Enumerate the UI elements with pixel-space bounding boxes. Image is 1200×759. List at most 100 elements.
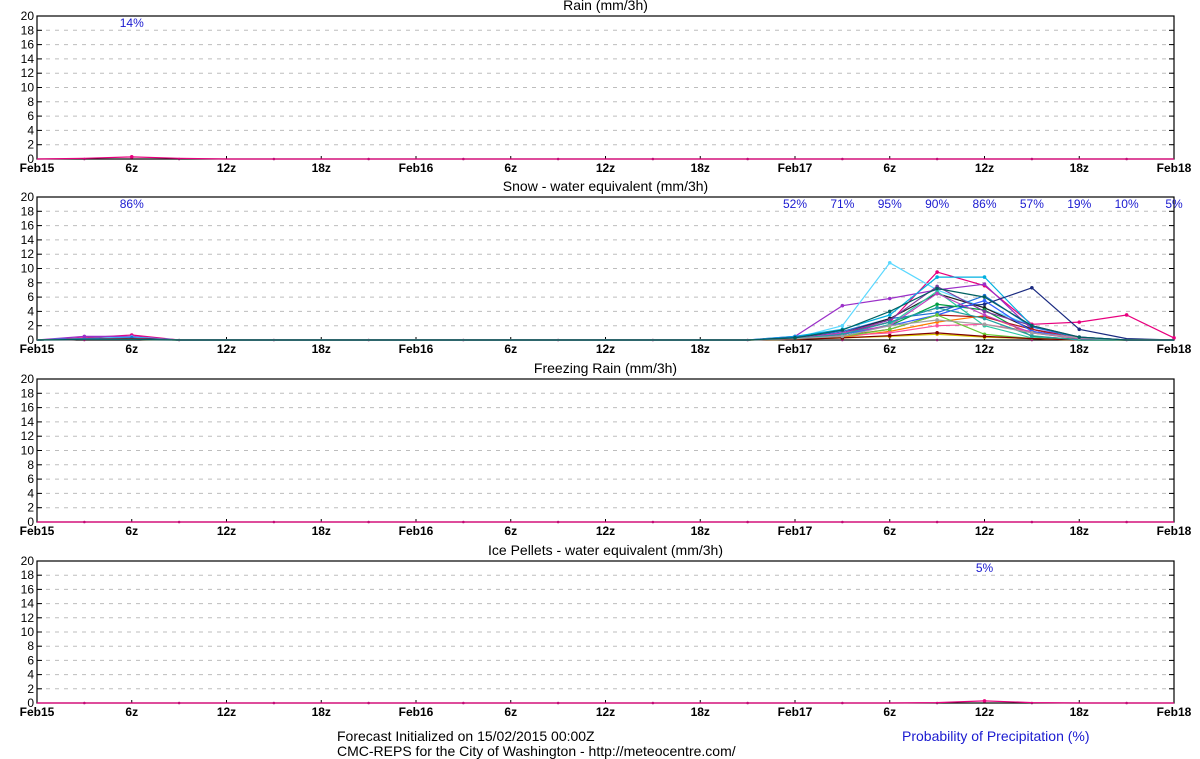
panel-title: Ice Pellets - water equivalent (mm/3h) — [488, 542, 723, 558]
data-point — [982, 298, 987, 303]
data-point — [1030, 323, 1034, 328]
probability-label: 86% — [120, 197, 144, 211]
x-tick-label: 18z — [691, 705, 710, 719]
y-tick-label: 18 — [21, 204, 35, 218]
x-tick-label: Feb18 — [1157, 161, 1192, 175]
x-tick-label: 18z — [312, 524, 331, 538]
source-credit-text: CMC-REPS for the City of Washington - ht… — [337, 743, 736, 759]
ensemble-member-line — [36, 156, 1174, 160]
y-tick-label: 10 — [21, 262, 35, 276]
y-tick-label: 12 — [21, 66, 35, 80]
data-point — [129, 155, 134, 159]
data-point — [887, 313, 892, 317]
y-tick-label: 2 — [27, 682, 34, 696]
y-tick-label: 0 — [27, 515, 34, 529]
x-tick-label: Feb15 — [20, 161, 55, 175]
y-tick-label: 16 — [21, 38, 35, 52]
x-tick-label: Feb16 — [399, 524, 434, 538]
data-point — [935, 313, 939, 317]
x-tick-label: 12z — [596, 705, 615, 719]
probability-label: 71% — [830, 197, 854, 211]
probability-label: 90% — [925, 197, 949, 211]
y-tick-label: 18 — [21, 23, 35, 37]
x-tick-label: 12z — [596, 342, 615, 356]
x-tick-label: 12z — [975, 342, 994, 356]
data-point — [887, 333, 892, 338]
x-tick-label: Feb18 — [1157, 342, 1192, 356]
x-tick-label: 18z — [312, 342, 331, 356]
probability-label: 10% — [1115, 197, 1139, 211]
data-point — [887, 323, 892, 328]
data-point — [887, 296, 892, 301]
x-tick-label: 6z — [125, 705, 138, 719]
data-point — [887, 327, 892, 332]
data-point — [1077, 327, 1082, 332]
x-tick-label: 12z — [217, 161, 236, 175]
data-point — [935, 291, 939, 296]
x-tick-label: 12z — [217, 524, 236, 538]
y-tick-label: 20 — [21, 554, 35, 568]
x-tick-label: Feb17 — [778, 342, 813, 356]
ensemble-member-line — [36, 287, 1175, 341]
ensemble-member-line — [36, 287, 1174, 341]
y-tick-label: 18 — [21, 568, 35, 582]
y-tick-label: 12 — [21, 429, 35, 443]
x-tick-label: 6z — [883, 161, 896, 175]
y-tick-label: 12 — [21, 247, 35, 261]
data-point — [840, 303, 845, 308]
y-tick-label: 14 — [21, 233, 35, 247]
x-tick-label: 18z — [312, 161, 331, 175]
y-tick-label: 8 — [27, 639, 34, 653]
panel-title: Freezing Rain (mm/3h) — [534, 360, 677, 376]
x-tick-label: 12z — [975, 161, 994, 175]
data-point — [935, 306, 939, 310]
data-point — [1030, 333, 1034, 338]
data-point — [1030, 331, 1034, 335]
y-tick-label: 10 — [21, 81, 35, 95]
data-point — [935, 318, 939, 322]
probability-label: 19% — [1067, 197, 1091, 211]
x-tick-label: 18z — [1070, 161, 1089, 175]
data-point — [982, 282, 987, 287]
probability-label: 5% — [976, 561, 994, 575]
probability-label: 86% — [972, 197, 996, 211]
x-tick-label: 18z — [691, 342, 710, 356]
probability-label: 95% — [878, 197, 902, 211]
x-tick-label: 6z — [125, 524, 138, 538]
data-point — [1077, 320, 1082, 324]
data-point — [935, 270, 939, 274]
x-tick-label: Feb17 — [778, 705, 813, 719]
x-tick-label: 12z — [975, 524, 994, 538]
data-point — [935, 323, 939, 328]
data-point — [840, 328, 845, 332]
x-tick-label: Feb18 — [1157, 705, 1192, 719]
y-tick-label: 2 — [27, 138, 34, 152]
y-tick-label: 14 — [21, 415, 35, 429]
y-tick-label: 20 — [21, 190, 35, 204]
x-tick-label: 12z — [596, 524, 615, 538]
y-tick-label: 0 — [27, 696, 34, 710]
x-tick-label: Feb15 — [20, 705, 55, 719]
x-tick-label: 12z — [217, 705, 236, 719]
y-tick-label: 16 — [21, 401, 35, 415]
x-tick-label: 18z — [691, 161, 710, 175]
data-point — [1077, 335, 1082, 339]
x-tick-label: 12z — [217, 342, 236, 356]
x-tick-label: 6z — [883, 342, 896, 356]
x-tick-label: 6z — [504, 705, 517, 719]
y-tick-label: 16 — [21, 582, 35, 596]
x-tick-label: Feb18 — [1157, 524, 1192, 538]
x-tick-label: 18z — [1070, 705, 1089, 719]
x-tick-label: Feb15 — [20, 342, 55, 356]
data-point — [982, 316, 987, 321]
x-tick-label: Feb16 — [399, 342, 434, 356]
y-tick-label: 14 — [21, 597, 35, 611]
data-point — [935, 331, 939, 335]
data-point — [887, 320, 892, 324]
y-tick-label: 20 — [21, 9, 35, 23]
y-tick-label: 10 — [21, 625, 35, 639]
